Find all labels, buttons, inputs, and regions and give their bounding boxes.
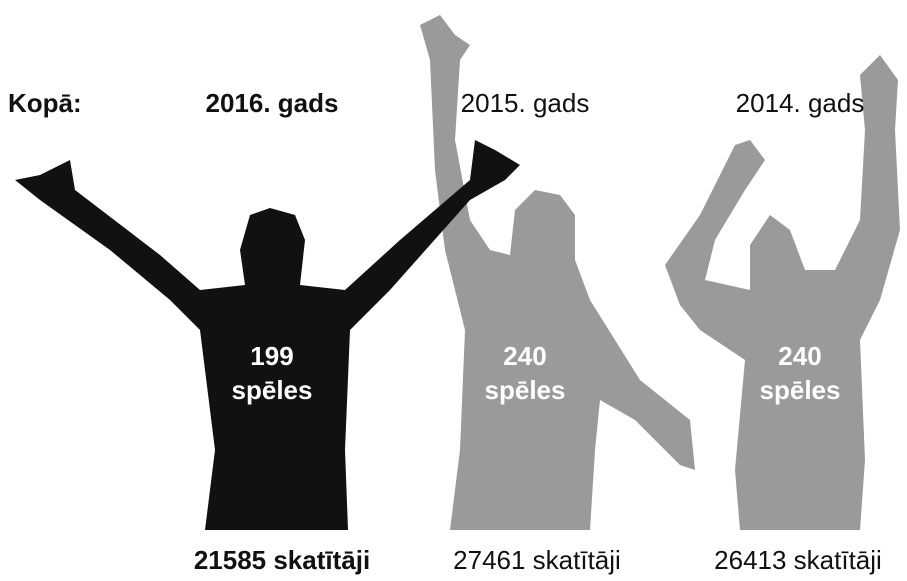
games-label: spēles xyxy=(232,375,313,405)
total-label: Kopā: xyxy=(8,88,82,118)
year: 2016. gads xyxy=(206,88,339,118)
silhouette-2016 xyxy=(15,140,520,530)
year: 2015. gads xyxy=(461,88,590,118)
games-label: spēles xyxy=(485,375,566,405)
viewers: 27461 skatītāji xyxy=(453,545,621,575)
silhouette-2014 xyxy=(665,55,900,530)
year: 2014. gads xyxy=(736,88,865,118)
games-count: 199 xyxy=(250,341,293,371)
silhouette-2015 xyxy=(420,15,695,530)
games-count: 240 xyxy=(503,341,546,371)
viewers: 26413 skatītāji xyxy=(714,545,882,575)
viewers: 21585 skatītāji xyxy=(194,545,370,575)
games-count: 240 xyxy=(778,341,821,371)
games-label: spēles xyxy=(760,375,841,405)
